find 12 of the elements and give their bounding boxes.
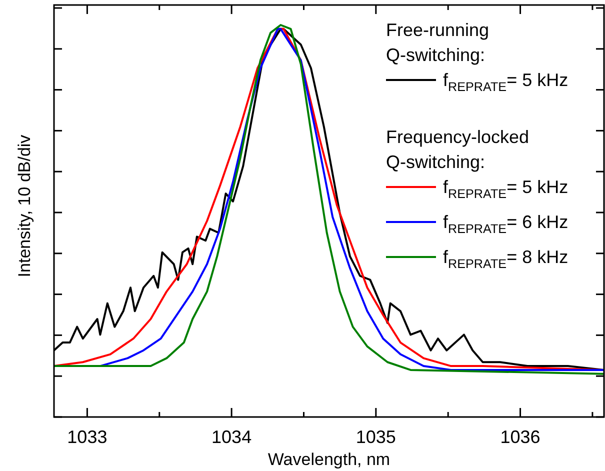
- y-axis-title: Intensity, 10 dB/div: [15, 134, 34, 278]
- legend-label: f$_{REPRATE}$= 8 kHz: [443, 247, 568, 271]
- annotation: Frequency-locked Q-switching:: [386, 127, 530, 172]
- x-tick-label: 1034: [212, 427, 252, 447]
- x-tick-label: 1033: [67, 427, 108, 447]
- legend-label: f$_{REPRATE}$= 5 kHz: [443, 177, 568, 201]
- x-tick-label: 1036: [500, 427, 540, 447]
- legend-label: f$_{REPRATE}$= 5 kHz: [443, 70, 568, 94]
- legend-label: f$_{REPRATE}$= 6 kHz: [443, 212, 568, 236]
- annotation: Free-running Q-switching:: [386, 20, 490, 65]
- x-axis-title: Wavelength, nm: [268, 450, 390, 469]
- x-tick-label: 1035: [356, 427, 396, 447]
